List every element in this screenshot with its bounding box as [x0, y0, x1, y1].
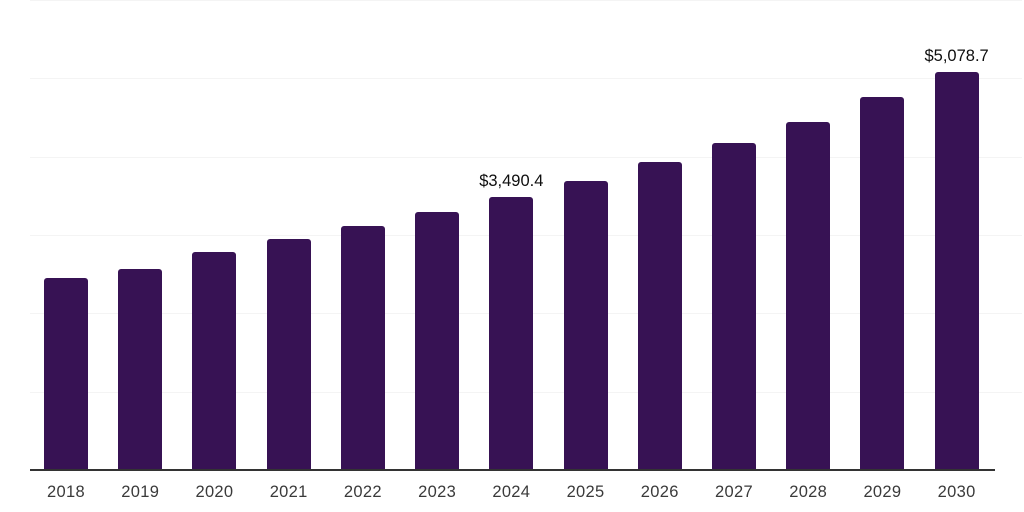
x-tick-label-2027: 2027: [715, 483, 753, 501]
x-tick-label-2025: 2025: [566, 483, 605, 501]
x-tick-label-2030: 2030: [937, 483, 976, 501]
bar-value-label-2024: $3,490.4: [479, 171, 544, 190]
plot-area: $3,490.4 $5,078.7 2018 2019 2020 2021 2022 202…: [30, 0, 1022, 501]
x-tick-label-2024: 2024: [492, 483, 531, 501]
bar-2022: [340, 225, 385, 470]
gridline-5000: [30, 78, 1022, 80]
bar-2023: [415, 212, 460, 470]
bar-2029: [860, 97, 905, 470]
bar-2027: [711, 142, 756, 470]
bar-2019: [118, 269, 163, 470]
x-tick-label-2020: 2020: [195, 483, 234, 501]
bar-2028: [786, 122, 831, 470]
x-tick-label-2026: 2026: [640, 483, 679, 501]
bar-2020: [192, 251, 237, 470]
x-tick-label-2029: 2029: [863, 483, 902, 501]
x-tick-label-2018: 2018: [47, 483, 85, 501]
bar-2021: [266, 238, 311, 470]
bar-2024: [489, 196, 534, 470]
bar-value-label-2030: $5,078.7: [924, 47, 989, 66]
gridline-4000: [30, 156, 1022, 158]
x-tick-label-2023: 2023: [418, 483, 457, 501]
bar-2018: [44, 278, 88, 470]
x-tick-label-2022: 2022: [343, 483, 382, 501]
x-tick-label-2021: 2021: [269, 483, 308, 501]
x-tick-label-2028: 2028: [789, 483, 828, 501]
bar-2026: [637, 162, 682, 470]
bar-2030: [934, 72, 979, 470]
bar-2025: [563, 180, 608, 470]
x-tick-label-2019: 2019: [121, 483, 160, 501]
gridline-6000: [30, 0, 1022, 1]
x-axis-line: [30, 469, 995, 471]
